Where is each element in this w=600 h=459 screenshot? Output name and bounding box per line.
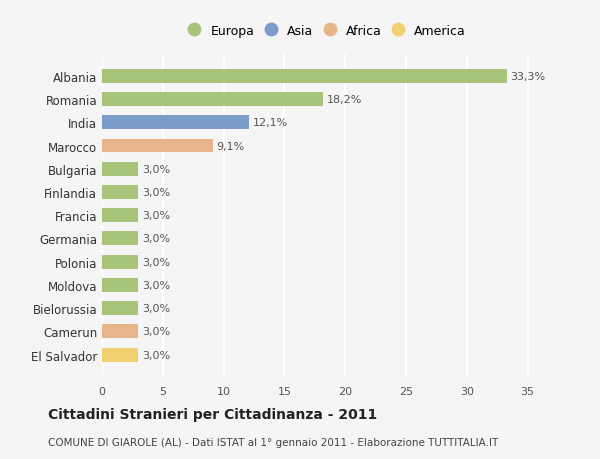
Legend: Europa, Asia, Africa, America: Europa, Asia, Africa, America bbox=[183, 20, 471, 43]
Bar bbox=[102, 116, 249, 130]
Text: 3,0%: 3,0% bbox=[142, 350, 170, 360]
Text: 33,3%: 33,3% bbox=[511, 72, 546, 82]
Text: 9,1%: 9,1% bbox=[217, 141, 245, 151]
Bar bbox=[102, 255, 139, 269]
Bar bbox=[102, 232, 139, 246]
Text: 3,0%: 3,0% bbox=[142, 211, 170, 221]
Text: 3,0%: 3,0% bbox=[142, 257, 170, 267]
Text: 3,0%: 3,0% bbox=[142, 188, 170, 197]
Bar bbox=[102, 70, 507, 84]
Text: Cittadini Stranieri per Cittadinanza - 2011: Cittadini Stranieri per Cittadinanza - 2… bbox=[48, 407, 377, 421]
Text: 3,0%: 3,0% bbox=[142, 280, 170, 290]
Bar bbox=[102, 139, 212, 153]
Text: 3,0%: 3,0% bbox=[142, 234, 170, 244]
Bar bbox=[102, 302, 139, 315]
Bar bbox=[102, 93, 323, 107]
Bar bbox=[102, 348, 139, 362]
Bar bbox=[102, 278, 139, 292]
Text: COMUNE DI GIAROLE (AL) - Dati ISTAT al 1° gennaio 2011 - Elaborazione TUTTITALIA: COMUNE DI GIAROLE (AL) - Dati ISTAT al 1… bbox=[48, 437, 498, 447]
Bar bbox=[102, 325, 139, 339]
Text: 3,0%: 3,0% bbox=[142, 327, 170, 336]
Text: 3,0%: 3,0% bbox=[142, 303, 170, 313]
Bar bbox=[102, 185, 139, 200]
Text: 3,0%: 3,0% bbox=[142, 164, 170, 174]
Bar bbox=[102, 209, 139, 223]
Text: 18,2%: 18,2% bbox=[327, 95, 362, 105]
Text: 12,1%: 12,1% bbox=[253, 118, 288, 128]
Bar bbox=[102, 162, 139, 176]
